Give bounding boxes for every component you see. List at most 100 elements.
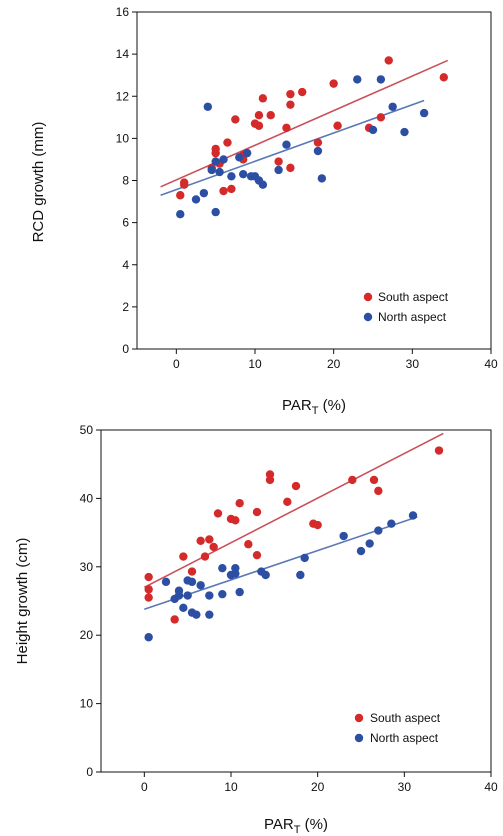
rcd-legend-north-marker — [363, 312, 373, 322]
height-point-north — [408, 511, 418, 520]
height-x-tick-label: 20 — [311, 780, 325, 794]
height-point-north — [144, 633, 153, 642]
height-point-south — [252, 507, 262, 517]
height-point-south — [348, 475, 357, 485]
rcd-y-tick-label: 2 — [122, 300, 129, 314]
height-point-north — [356, 546, 366, 556]
height-point-north — [179, 603, 188, 613]
height-point-north — [231, 569, 240, 578]
height-point-south — [434, 446, 444, 455]
height-x-tick-label: 0 — [141, 780, 148, 794]
rcd-point-south — [254, 111, 264, 120]
height-point-north — [387, 519, 396, 528]
rcd-point-north — [388, 102, 397, 111]
rcd-x-tick-label: 40 — [484, 357, 498, 371]
height-x-tick-label: 40 — [484, 780, 498, 794]
rcd-point-north — [376, 75, 386, 84]
height-point-north — [218, 589, 227, 599]
rcd-point-north — [219, 155, 228, 164]
height-point-north — [183, 591, 192, 600]
rcd-point-north — [227, 172, 236, 181]
rcd-y-tick-label: 16 — [116, 5, 130, 19]
height-point-north — [161, 577, 171, 587]
rcd-x-label-main: PAR — [282, 397, 312, 414]
height-legend-north-label: North aspect — [370, 731, 439, 745]
rcd-point-south — [266, 111, 275, 120]
rcd-point-south — [227, 184, 236, 194]
height-y-axis-ticks: 0 10 20 30 40 50 — [80, 423, 101, 779]
rcd-y-axis-label: RCD growth (mm) — [30, 122, 47, 243]
height-point-south — [200, 552, 210, 561]
height-y-tick-label: 0 — [86, 765, 93, 779]
rcd-point-north — [235, 153, 244, 162]
rcd-y-tick-label: 12 — [116, 89, 130, 103]
height-point-south — [283, 497, 292, 507]
rcd-point-south — [439, 73, 448, 82]
height-point-north — [196, 581, 205, 590]
rcd-point-south — [286, 100, 295, 109]
height-point-north — [192, 610, 201, 619]
height-y-tick-label: 50 — [80, 423, 94, 437]
rcd-y-tick-label: 0 — [122, 342, 129, 356]
rcd-x-tick-label: 10 — [248, 357, 262, 371]
rcd-point-north — [215, 167, 224, 177]
rcd-point-south — [286, 163, 295, 173]
rcd-point-north — [191, 195, 201, 204]
height-point-north — [261, 570, 270, 580]
height-point-north — [374, 526, 383, 535]
height-point-south — [265, 475, 275, 485]
height-y-tick-label: 20 — [80, 628, 94, 642]
height-point-north — [205, 610, 214, 619]
rcd-point-south — [313, 138, 323, 147]
height-point-south — [205, 535, 214, 544]
height-point-south — [213, 509, 223, 518]
rcd-point-north — [176, 210, 185, 219]
rcd-point-south — [384, 56, 393, 65]
rcd-point-north — [317, 174, 327, 183]
rcd-trend-line-south — [160, 59, 449, 188]
rcd-x-label-unit: (%) — [318, 397, 346, 414]
height-point-south — [291, 481, 301, 491]
height-x-label-sub: T — [294, 824, 301, 836]
height-point-north — [339, 531, 348, 541]
rcd-point-north — [207, 165, 216, 175]
height-legend: South aspect North aspect — [354, 711, 441, 745]
rcd-legend-north-label: North aspect — [378, 310, 447, 324]
rcd-point-south — [376, 113, 386, 122]
rcd-point-south — [286, 89, 295, 99]
rcd-point-south — [329, 79, 338, 88]
height-x-axis-ticks: 0 10 20 30 40 — [141, 772, 498, 794]
rcd-point-south — [219, 186, 228, 196]
height-point-south — [244, 540, 253, 549]
height-trend-line-south — [143, 432, 444, 589]
height-point-south — [144, 585, 153, 594]
rcd-point-north — [199, 188, 209, 198]
rcd-x-axis-label: PART (%) — [282, 397, 346, 417]
rcd-point-north — [419, 108, 429, 118]
rcd-legend: South aspect North aspect — [363, 290, 449, 324]
rcd-point-north — [400, 127, 409, 137]
rcd-point-north — [282, 140, 291, 149]
rcd-legend-south-label: South aspect — [378, 290, 449, 304]
rcd-point-north — [239, 169, 248, 179]
height-x-tick-label: 30 — [398, 780, 412, 794]
rcd-y-tick-label: 4 — [122, 258, 129, 272]
height-legend-north-marker — [354, 733, 364, 743]
rcd-point-south — [274, 157, 283, 166]
height-points — [144, 446, 444, 642]
rcd-y-tick-label: 10 — [116, 131, 130, 145]
height-point-south — [252, 550, 262, 560]
rcd-x-tick-label: 20 — [327, 357, 341, 371]
height-point-south — [144, 593, 153, 602]
height-point-north — [296, 570, 305, 580]
height-point-north — [235, 587, 244, 597]
rcd-point-north — [203, 102, 212, 111]
rcd-legend-south-marker — [363, 292, 373, 302]
height-point-south — [170, 615, 179, 624]
height-legend-south-marker — [354, 713, 364, 723]
height-point-south — [179, 552, 188, 561]
rcd-x-label-sub: T — [312, 405, 319, 417]
height-y-tick-label: 10 — [80, 697, 94, 711]
